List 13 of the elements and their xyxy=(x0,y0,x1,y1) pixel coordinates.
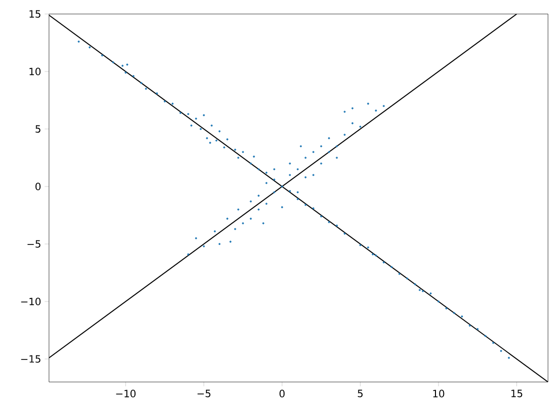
y-tick-label: 0 xyxy=(36,182,41,190)
y-tick-label: −10 xyxy=(21,298,41,306)
y-tick-label: −5 xyxy=(28,240,40,248)
x-tick-label: 15 xyxy=(511,390,522,398)
x-tick-label: 0 xyxy=(280,390,285,398)
y-tick-label: −15 xyxy=(21,355,40,363)
x-tick-label: 10 xyxy=(433,390,444,398)
y-tick-label: 10 xyxy=(30,68,41,76)
x-tick-label: −5 xyxy=(198,390,210,398)
x-tick-label: −10 xyxy=(116,390,136,398)
y-tick-label: 15 xyxy=(30,10,40,18)
y-tick-label: 5 xyxy=(36,125,40,133)
x-tick-label: 5 xyxy=(358,390,363,398)
